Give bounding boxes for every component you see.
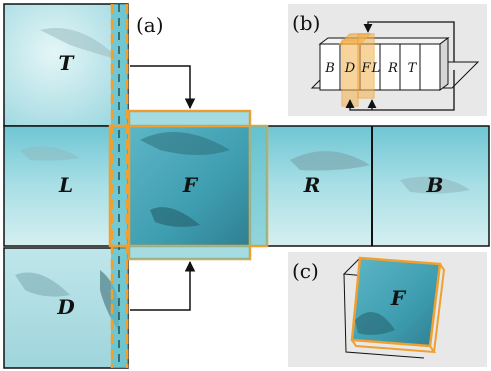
front-padding-right bbox=[250, 126, 267, 246]
strip-label-2: F bbox=[360, 61, 371, 76]
front-padding-bottom bbox=[129, 246, 250, 259]
face-front bbox=[130, 126, 250, 246]
panel-c-cube: (c) F bbox=[288, 252, 487, 367]
vertical-padding-strip bbox=[110, 4, 129, 368]
cube-face-label: F bbox=[390, 286, 407, 310]
face-down-label: D bbox=[56, 295, 75, 319]
face-left-label: L bbox=[58, 173, 73, 197]
panel-b-arrow-top bbox=[363, 21, 455, 62]
panel-a-label: (a) bbox=[136, 13, 164, 37]
panel-b-strip-labels: B D F L R T bbox=[324, 61, 417, 76]
face-right-label: R bbox=[303, 173, 321, 197]
front-padding-top bbox=[129, 111, 250, 126]
panel-b-strip: (b) B D F L R T bbox=[288, 4, 487, 116]
arrow-down-to-front bbox=[130, 260, 196, 311]
cube-left-edges bbox=[343, 273, 425, 359]
panel-b-boxes bbox=[318, 37, 450, 91]
face-down: D bbox=[3, 247, 129, 369]
face-top: T bbox=[3, 3, 129, 127]
strip-label-5: T bbox=[408, 61, 418, 76]
panel-b-label: (b) bbox=[292, 11, 320, 35]
cube-front-side-pad bbox=[433, 263, 446, 353]
panel-a-cubemap: T L F R B D bbox=[3, 3, 490, 369]
strip-label-1: D bbox=[344, 61, 356, 76]
panel-c-label: (c) bbox=[292, 259, 319, 283]
panel-b-highlight-f bbox=[357, 33, 375, 99]
cube-front-bottom-pad bbox=[351, 339, 436, 354]
strip-label-3: L bbox=[371, 61, 381, 76]
face-front-label: F bbox=[182, 173, 199, 197]
cube-front-shark bbox=[355, 312, 395, 335]
face-top-label: T bbox=[59, 51, 76, 75]
panel-b-arrow-bottom bbox=[345, 70, 455, 111]
strip-label-0: B bbox=[324, 61, 335, 76]
face-back-label: B bbox=[426, 173, 444, 197]
strip-label-4: R bbox=[387, 61, 398, 76]
arrow-top-to-front bbox=[130, 65, 196, 110]
